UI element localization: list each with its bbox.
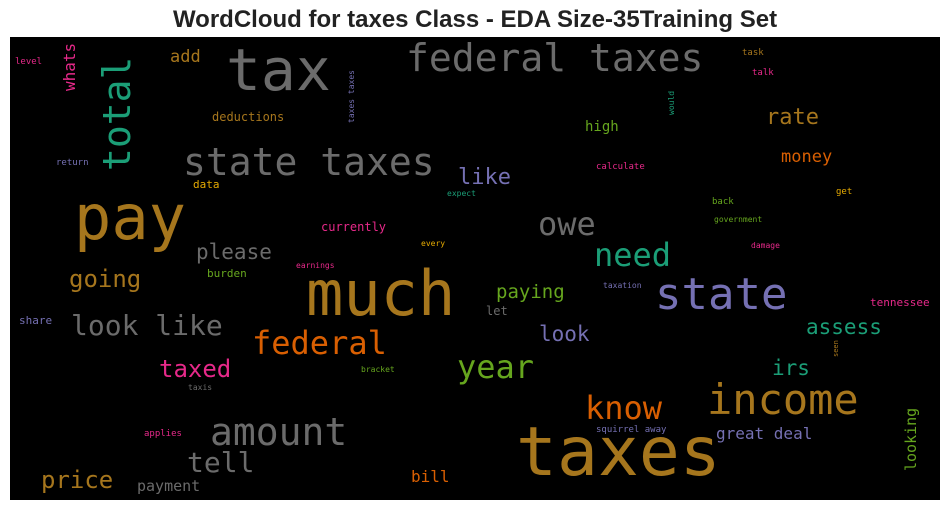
word-let: let: [486, 304, 508, 318]
word-pay: pay: [74, 181, 186, 254]
word-total: total: [95, 56, 139, 171]
word-need: need: [594, 236, 672, 274]
word-looking: looking: [902, 407, 920, 471]
word-payment: payment: [137, 477, 201, 495]
word-damage: damage: [751, 241, 780, 250]
word-tell: tell: [187, 446, 255, 479]
chart-title: WordCloud for taxes Class - EDA Size-35T…: [172, 6, 778, 33]
word-share: share: [19, 314, 53, 327]
word-data: data: [193, 178, 220, 191]
word-would: would: [667, 90, 676, 115]
word-irs: irs: [772, 356, 810, 380]
word-taxes-taxes: taxes taxes: [347, 70, 356, 123]
word-paying: paying: [496, 281, 565, 303]
word-tennessee: tennessee: [870, 296, 930, 309]
word-cloud: tax federal taxes total whats add level …: [10, 37, 940, 500]
word-talk: talk: [752, 68, 774, 78]
word-bill: bill: [411, 467, 450, 486]
word-whats: whats: [60, 42, 79, 91]
word-federal: federal: [252, 324, 387, 362]
word-seen: seen: [832, 340, 840, 357]
word-government: government: [714, 215, 763, 224]
word-expect: expect: [447, 189, 476, 198]
word-taxed: taxed: [159, 355, 232, 383]
word-burden: burden: [207, 267, 247, 280]
word-federal-taxes: federal taxes: [406, 37, 704, 80]
word-level: level: [15, 57, 43, 67]
word-every: every: [421, 239, 446, 248]
word-deductions: deductions: [212, 110, 285, 124]
word-price: price: [41, 466, 114, 494]
word-going: going: [69, 265, 142, 293]
word-income: income: [707, 375, 859, 424]
word-taxation: taxation: [603, 281, 642, 290]
word-get: get: [836, 187, 853, 197]
word-return: return: [56, 158, 89, 168]
word-high: high: [585, 119, 619, 135]
word-assess: assess: [806, 315, 882, 339]
word-look-like: look like: [71, 309, 223, 342]
word-rate: rate: [766, 105, 819, 130]
word-look: look: [539, 322, 590, 346]
word-great-deal: great deal: [716, 424, 813, 443]
word-earnings: earnings: [296, 261, 335, 270]
word-amount: amount: [210, 410, 348, 454]
word-like: like: [458, 165, 511, 190]
word-year: year: [457, 348, 535, 386]
word-bracket: bracket: [361, 365, 395, 374]
word-squirrel-away: squirrel away: [596, 425, 667, 435]
word-owe: owe: [538, 205, 596, 243]
word-applies: applies: [144, 429, 182, 439]
word-know: know: [585, 389, 663, 427]
word-much: much: [306, 257, 456, 330]
word-tax: tax: [226, 37, 331, 104]
word-state-taxes: state taxes: [183, 140, 435, 184]
word-currently: currently: [321, 220, 387, 234]
word-back: back: [712, 197, 734, 207]
word-taxis: taxis: [188, 383, 213, 392]
word-task: task: [742, 48, 764, 58]
word-taxes: taxes: [516, 413, 721, 492]
word-please: please: [196, 240, 272, 264]
word-add: add: [170, 47, 201, 67]
word-state: state: [655, 269, 788, 320]
word-money: money: [781, 147, 833, 167]
word-calculate: calculate: [596, 162, 645, 172]
